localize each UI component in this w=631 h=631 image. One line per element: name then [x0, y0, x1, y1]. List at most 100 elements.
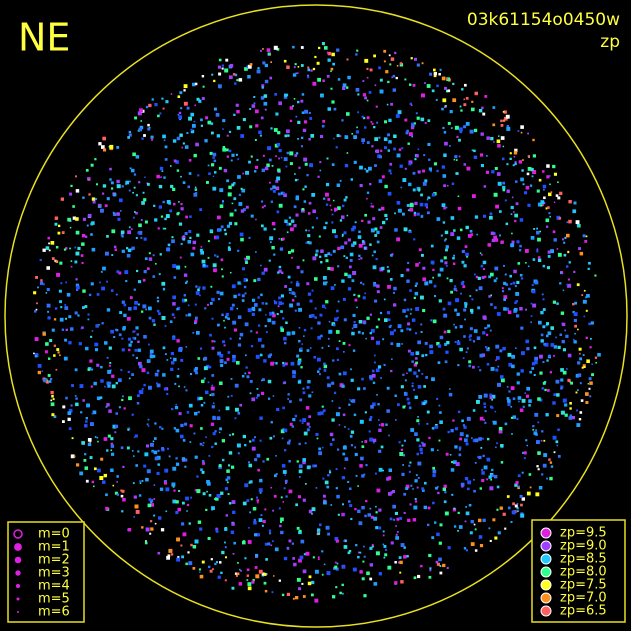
- star: [265, 302, 268, 305]
- star: [371, 122, 374, 125]
- star: [283, 193, 287, 198]
- star: [198, 286, 201, 289]
- star: [403, 298, 407, 302]
- star: [163, 481, 167, 485]
- star: [70, 265, 73, 268]
- star: [519, 494, 523, 498]
- star-field: [33, 42, 601, 603]
- star: [431, 89, 435, 93]
- star: [325, 259, 329, 263]
- star: [335, 146, 338, 149]
- star: [182, 501, 185, 505]
- star: [315, 249, 319, 253]
- star: [530, 315, 533, 317]
- star: [336, 494, 340, 499]
- star: [194, 186, 197, 189]
- star: [392, 490, 395, 493]
- star: [362, 142, 364, 144]
- star: [398, 556, 402, 559]
- star: [285, 321, 288, 324]
- star: [291, 291, 295, 295]
- star: [222, 119, 226, 123]
- star: [375, 505, 377, 508]
- star: [135, 464, 138, 467]
- star: [133, 288, 136, 291]
- star: [273, 253, 276, 256]
- star: [212, 416, 216, 420]
- star: [253, 521, 257, 525]
- star: [219, 353, 224, 358]
- star: [505, 307, 509, 311]
- star: [152, 354, 156, 358]
- star: [65, 328, 68, 331]
- star: [201, 460, 205, 463]
- star: [490, 231, 495, 235]
- star: [473, 489, 476, 493]
- star: [265, 314, 267, 316]
- star: [303, 431, 308, 436]
- star: [467, 234, 472, 238]
- star: [327, 345, 330, 347]
- star: [293, 562, 297, 567]
- star: [522, 451, 525, 454]
- star: [327, 474, 330, 477]
- star: [115, 293, 118, 296]
- star: [338, 372, 342, 376]
- star: [201, 259, 206, 264]
- star: [432, 319, 437, 324]
- star: [589, 395, 592, 398]
- star: [111, 187, 114, 190]
- star: [557, 181, 559, 183]
- star: [271, 246, 275, 250]
- star: [306, 282, 310, 286]
- star: [491, 238, 495, 243]
- star: [501, 446, 503, 449]
- star: [284, 93, 288, 97]
- star: [450, 216, 455, 220]
- star: [528, 404, 531, 407]
- star: [252, 579, 255, 582]
- star: [323, 364, 328, 369]
- star: [332, 595, 336, 599]
- star: [98, 142, 102, 146]
- star: [364, 411, 367, 414]
- star: [185, 314, 188, 317]
- star: [224, 361, 227, 364]
- star: [148, 385, 152, 390]
- star: [160, 176, 162, 178]
- star: [568, 416, 572, 420]
- star: [463, 425, 467, 429]
- star: [223, 168, 228, 173]
- star: [289, 162, 293, 166]
- star: [306, 465, 311, 470]
- star: [400, 329, 404, 333]
- star: [444, 261, 448, 265]
- star: [246, 375, 250, 379]
- star: [535, 492, 540, 497]
- star: [397, 110, 402, 115]
- star: [378, 508, 382, 512]
- star: [527, 132, 529, 135]
- star: [99, 281, 101, 284]
- star: [264, 79, 269, 84]
- star: [445, 265, 448, 267]
- star: [311, 226, 314, 229]
- star: [296, 354, 300, 358]
- star: [529, 370, 532, 374]
- star: [183, 386, 186, 388]
- star: [288, 539, 292, 543]
- star: [164, 325, 167, 327]
- star: [185, 215, 188, 219]
- star: [434, 425, 439, 429]
- star: [426, 206, 428, 209]
- star: [208, 494, 212, 497]
- star: [494, 410, 497, 413]
- star: [382, 534, 385, 537]
- star: [180, 434, 184, 439]
- star: [435, 99, 438, 101]
- star: [315, 569, 319, 574]
- star: [469, 531, 473, 535]
- star: [396, 65, 399, 67]
- star: [399, 63, 404, 67]
- star: [174, 382, 177, 385]
